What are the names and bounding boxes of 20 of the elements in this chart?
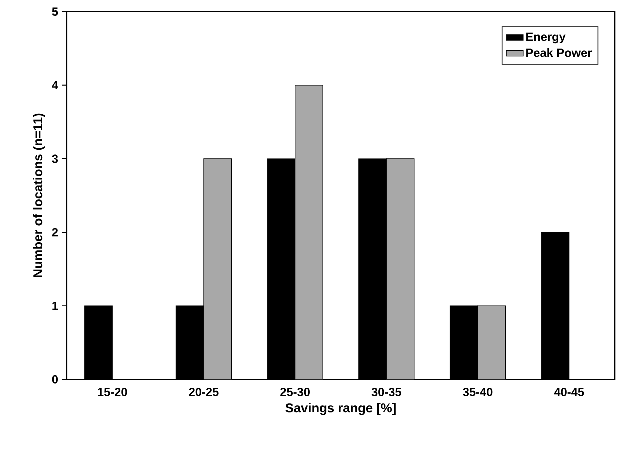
y-tick-label: 0 <box>52 375 58 384</box>
x-axis-title: Savings range [%] <box>286 403 396 416</box>
bar <box>204 158 232 380</box>
y-tick-label: 5 <box>52 8 58 16</box>
bar <box>295 85 324 380</box>
x-tick-label: 20-25 <box>189 388 219 396</box>
x-tick-label: 30-35 <box>372 388 402 396</box>
y-tick-label: 2 <box>52 228 58 237</box>
x-tick-label: 25-30 <box>280 388 310 396</box>
x-tick-label: 40-45 <box>554 388 584 396</box>
y-tick-label: 1 <box>52 302 58 310</box>
x-tick-label: 35-40 <box>463 388 493 396</box>
legend-label: Energy <box>526 32 566 44</box>
legend-label: Peak Power <box>526 48 592 58</box>
x-tick-label: 15-20 <box>98 388 128 396</box>
y-tick-label: 3 <box>52 154 58 164</box>
y-tick-label: 4 <box>52 81 58 90</box>
y-axis-title: Number of locations (n=11) <box>33 114 46 278</box>
bar <box>386 158 415 380</box>
bar <box>478 306 506 380</box>
